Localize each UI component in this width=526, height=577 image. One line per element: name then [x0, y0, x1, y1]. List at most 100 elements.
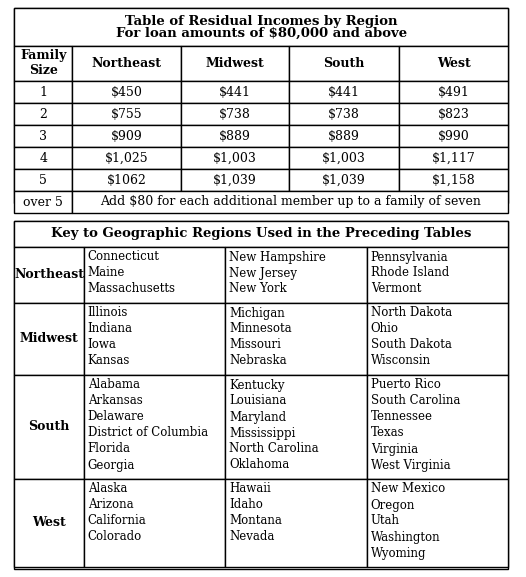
Bar — [226, 479, 367, 567]
Text: Key to Geographic Regions Used in the Preceding Tables: Key to Geographic Regions Used in the Pr… — [51, 227, 471, 241]
Text: $1,003: $1,003 — [213, 152, 257, 164]
Bar — [399, 147, 509, 169]
Text: $441: $441 — [219, 85, 251, 99]
Bar — [72, 125, 181, 147]
Text: Louisiana: Louisiana — [229, 395, 287, 407]
Text: Alaska: Alaska — [88, 482, 127, 496]
Bar — [289, 147, 399, 169]
Text: Vermont: Vermont — [371, 283, 421, 295]
Text: Rhode Island: Rhode Island — [371, 267, 449, 279]
Text: Add $80 for each additional member up to a family of seven: Add $80 for each additional member up to… — [100, 196, 481, 208]
Text: New Jersey: New Jersey — [229, 267, 297, 279]
Text: Nevada: Nevada — [229, 530, 275, 544]
Text: Mississippi: Mississippi — [229, 426, 296, 440]
Text: Illinois: Illinois — [88, 306, 128, 320]
Text: Northeast: Northeast — [14, 268, 84, 282]
Bar — [399, 103, 509, 125]
Text: 2: 2 — [39, 107, 47, 121]
Text: Missouri: Missouri — [229, 339, 281, 351]
Text: Virginia: Virginia — [371, 443, 418, 455]
Bar — [14, 8, 509, 46]
Text: Table of Residual Incomes by Region: Table of Residual Incomes by Region — [125, 14, 398, 28]
Text: 3: 3 — [39, 129, 47, 143]
Text: District of Columbia: District of Columbia — [88, 426, 208, 440]
Bar — [14, 221, 509, 247]
Text: Midwest: Midwest — [206, 57, 265, 70]
Text: 5: 5 — [39, 174, 47, 186]
Bar — [72, 46, 181, 81]
Text: Tennessee: Tennessee — [371, 410, 433, 424]
Text: Wisconsin: Wisconsin — [371, 354, 431, 368]
Text: Texas: Texas — [371, 426, 404, 440]
Bar — [14, 147, 72, 169]
Text: $738: $738 — [219, 107, 251, 121]
Bar — [226, 247, 367, 303]
Bar — [14, 221, 509, 569]
Text: Idaho: Idaho — [229, 499, 263, 511]
Text: Alabama: Alabama — [88, 379, 140, 392]
Bar — [289, 81, 399, 103]
Text: $1,117: $1,117 — [432, 152, 476, 164]
Text: $1,003: $1,003 — [322, 152, 366, 164]
Text: 4: 4 — [39, 152, 47, 164]
Bar — [14, 125, 72, 147]
Bar — [84, 479, 226, 567]
Bar — [14, 191, 72, 213]
Bar — [367, 247, 509, 303]
Text: Utah: Utah — [371, 515, 400, 527]
Text: $441: $441 — [328, 85, 360, 99]
Text: New York: New York — [229, 283, 287, 295]
Text: $990: $990 — [438, 129, 470, 143]
Bar — [181, 169, 289, 191]
Bar — [289, 125, 399, 147]
Bar — [14, 169, 72, 191]
Bar — [14, 103, 72, 125]
Bar — [14, 375, 84, 479]
Text: over 5: over 5 — [23, 196, 63, 208]
Text: $889: $889 — [328, 129, 360, 143]
Bar — [14, 303, 84, 375]
Text: Maine: Maine — [88, 267, 125, 279]
Text: West Virginia: West Virginia — [371, 459, 450, 471]
Text: $755: $755 — [111, 107, 143, 121]
Bar — [14, 247, 84, 303]
Text: South: South — [28, 421, 69, 433]
Text: New Mexico: New Mexico — [371, 482, 445, 496]
Text: Washington: Washington — [371, 530, 440, 544]
Text: West: West — [437, 57, 470, 70]
Text: $1,039: $1,039 — [213, 174, 257, 186]
Bar — [181, 147, 289, 169]
Text: Pennsylvania: Pennsylvania — [371, 250, 448, 264]
Text: Wyoming: Wyoming — [371, 546, 426, 560]
Text: Family
Size: Family Size — [20, 50, 66, 77]
Text: Michigan: Michigan — [229, 306, 285, 320]
Bar — [72, 169, 181, 191]
Text: $491: $491 — [438, 85, 470, 99]
Text: $1062: $1062 — [107, 174, 146, 186]
Bar — [84, 375, 226, 479]
Text: Nebraska: Nebraska — [229, 354, 287, 368]
Bar — [72, 191, 509, 213]
Text: South Dakota: South Dakota — [371, 339, 452, 351]
Text: Florida: Florida — [88, 443, 131, 455]
Text: Hawaii: Hawaii — [229, 482, 271, 496]
Text: North Carolina: North Carolina — [229, 443, 319, 455]
Bar — [84, 247, 226, 303]
Text: Massachusetts: Massachusetts — [88, 283, 176, 295]
Text: Kentucky: Kentucky — [229, 379, 285, 392]
Text: Minnesota: Minnesota — [229, 323, 292, 335]
Text: For loan amounts of $80,000 and above: For loan amounts of $80,000 and above — [116, 27, 407, 39]
Text: $738: $738 — [328, 107, 360, 121]
Text: Delaware: Delaware — [88, 410, 145, 424]
Bar — [14, 81, 72, 103]
Bar — [84, 303, 226, 375]
Text: California: California — [88, 515, 147, 527]
Bar — [399, 169, 509, 191]
Text: Iowa: Iowa — [88, 339, 117, 351]
Text: Midwest: Midwest — [19, 332, 78, 346]
Bar — [72, 147, 181, 169]
Bar — [399, 81, 509, 103]
Text: Indiana: Indiana — [88, 323, 133, 335]
Text: Maryland: Maryland — [229, 410, 286, 424]
Text: Puerto Rico: Puerto Rico — [371, 379, 441, 392]
